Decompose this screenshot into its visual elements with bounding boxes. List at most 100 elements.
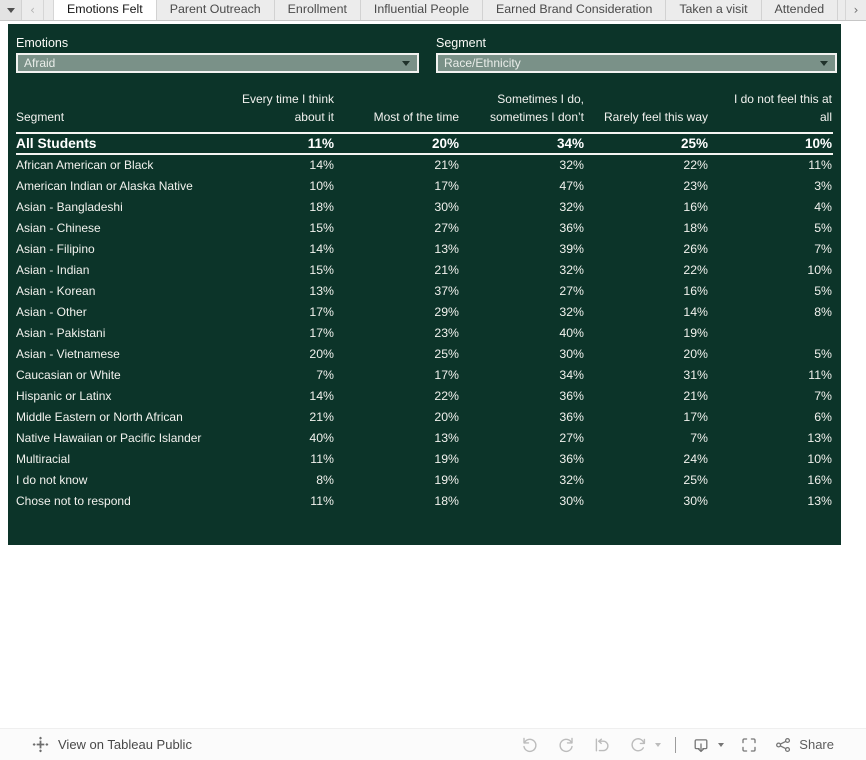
cell[interactable]: 3% (814, 178, 832, 193)
cell[interactable]: 32% (559, 472, 584, 487)
cell[interactable]: 13% (434, 430, 459, 445)
cell[interactable]: 23% (683, 178, 708, 193)
tab-parent-outreach[interactable]: Parent Outreach (157, 0, 275, 20)
cell[interactable]: 22% (683, 262, 708, 277)
cell[interactable]: 47% (559, 178, 584, 193)
tab-emotions-felt[interactable]: Emotions Felt (54, 0, 157, 20)
cell[interactable]: 29% (434, 304, 459, 319)
cell[interactable]: 5% (814, 220, 832, 235)
view-on-tableau-public-link[interactable]: View on Tableau Public (32, 736, 192, 753)
row-label[interactable]: Asian - Bangladeshi (16, 199, 123, 214)
cell[interactable]: 13% (309, 283, 334, 298)
cell[interactable]: 7% (814, 241, 832, 256)
row-label[interactable]: American Indian or Alaska Native (16, 178, 193, 193)
cell[interactable]: 18% (309, 199, 334, 214)
refresh-menu-button[interactable] (655, 742, 662, 747)
tabs-scroll-left-button[interactable]: ‹ (22, 0, 44, 20)
cell[interactable]: 10% (807, 451, 832, 466)
column-header[interactable]: I do not feel this at all (709, 87, 833, 134)
row-label[interactable]: Multiracial (16, 451, 71, 466)
cell[interactable]: 22% (434, 388, 459, 403)
row-label[interactable]: Asian - Filipino (16, 241, 95, 256)
cell[interactable]: 17% (309, 304, 334, 319)
download-menu-button[interactable] (718, 742, 725, 747)
redo-button[interactable] (557, 736, 575, 754)
cell[interactable]: 34% (460, 133, 585, 155)
download-button[interactable] (692, 736, 710, 754)
cell[interactable]: 18% (683, 220, 708, 235)
tab-taken-a-visit[interactable]: Taken a visit (666, 0, 762, 20)
row-label[interactable]: African American or Black (16, 158, 154, 172)
cell[interactable]: 25% (434, 346, 459, 361)
row-label[interactable]: Asian - Chinese (16, 220, 101, 235)
cell[interactable]: 10% (807, 262, 832, 277)
cell[interactable]: 19% (434, 472, 459, 487)
cell[interactable]: 14% (309, 158, 334, 172)
row-label[interactable]: All Students (16, 133, 216, 155)
cell[interactable]: 32% (559, 158, 584, 172)
undo-button[interactable] (521, 736, 539, 754)
cell[interactable]: 17% (434, 178, 459, 193)
row-label[interactable]: Chose not to respond (16, 493, 131, 508)
cell[interactable]: 20% (434, 409, 459, 424)
cell[interactable]: 5% (814, 283, 832, 298)
cell[interactable]: 30% (434, 199, 459, 214)
cell[interactable]: 13% (434, 241, 459, 256)
cell[interactable]: 7% (690, 430, 708, 445)
cell[interactable]: 25% (683, 472, 708, 487)
row-label[interactable]: Asian - Indian (16, 262, 90, 277)
cell[interactable]: 23% (434, 325, 459, 340)
cell[interactable]: 36% (559, 451, 584, 466)
cell[interactable]: 21% (683, 388, 708, 403)
column-header[interactable]: Sometimes I do, sometimes I don’t (460, 87, 585, 134)
column-header[interactable]: Most of the time (335, 87, 460, 134)
cell[interactable]: 15% (309, 262, 334, 277)
cell[interactable]: 11% (216, 133, 335, 155)
cell[interactable]: 36% (559, 220, 584, 235)
cell[interactable]: 32% (559, 199, 584, 214)
cell[interactable]: 36% (559, 409, 584, 424)
cell[interactable]: 7% (316, 367, 334, 382)
cell[interactable]: 40% (309, 430, 334, 445)
column-header[interactable]: Rarely feel this way (585, 87, 709, 134)
tab-enrollment[interactable]: Enrollment (275, 0, 361, 20)
cell[interactable]: 36% (559, 388, 584, 403)
cell[interactable]: 21% (434, 158, 459, 172)
cell[interactable]: 7% (814, 388, 832, 403)
refresh-button[interactable] (629, 736, 647, 754)
emotions-filter-dropdown[interactable]: Afraid (16, 53, 419, 73)
cell[interactable]: 20% (309, 346, 334, 361)
row-label[interactable]: Caucasian or White (16, 367, 121, 382)
row-label[interactable]: I do not know (16, 472, 88, 487)
row-label[interactable]: Middle Eastern or North African (16, 409, 183, 424)
cell[interactable]: 16% (683, 199, 708, 214)
cell[interactable]: 14% (309, 241, 334, 256)
row-label[interactable]: Asian - Vietnamese (16, 346, 120, 361)
cell[interactable]: 21% (434, 262, 459, 277)
tab-influential-people[interactable]: Influential People (361, 0, 483, 20)
cell[interactable]: 8% (316, 472, 334, 487)
cell[interactable]: 10% (309, 178, 334, 193)
cell[interactable]: 18% (434, 493, 459, 508)
cell[interactable]: 30% (559, 493, 584, 508)
column-header-segment[interactable]: Segment (16, 87, 216, 134)
row-label[interactable]: Native Hawaiian or Pacific Islander (16, 430, 202, 445)
cell[interactable]: 13% (807, 493, 832, 508)
row-label[interactable]: Asian - Korean (16, 283, 96, 298)
tab-earned-brand-consideration[interactable]: Earned Brand Consideration (483, 0, 667, 20)
cell[interactable]: 27% (434, 220, 459, 235)
cell[interactable]: 14% (683, 304, 708, 319)
share-button[interactable]: Share (774, 736, 834, 754)
cell[interactable]: 27% (559, 283, 584, 298)
cell[interactable]: 16% (683, 283, 708, 298)
reset-button[interactable] (593, 736, 611, 754)
cell[interactable]: 30% (559, 346, 584, 361)
row-label[interactable]: Hispanic or Latinx (16, 388, 112, 403)
cell[interactable]: 31% (683, 367, 708, 382)
cell[interactable]: 17% (434, 367, 459, 382)
cell[interactable]: 17% (683, 409, 708, 424)
cell[interactable]: 25% (585, 133, 709, 155)
cell[interactable]: 21% (309, 409, 334, 424)
cell[interactable]: 30% (683, 493, 708, 508)
cell[interactable]: 14% (309, 388, 334, 403)
